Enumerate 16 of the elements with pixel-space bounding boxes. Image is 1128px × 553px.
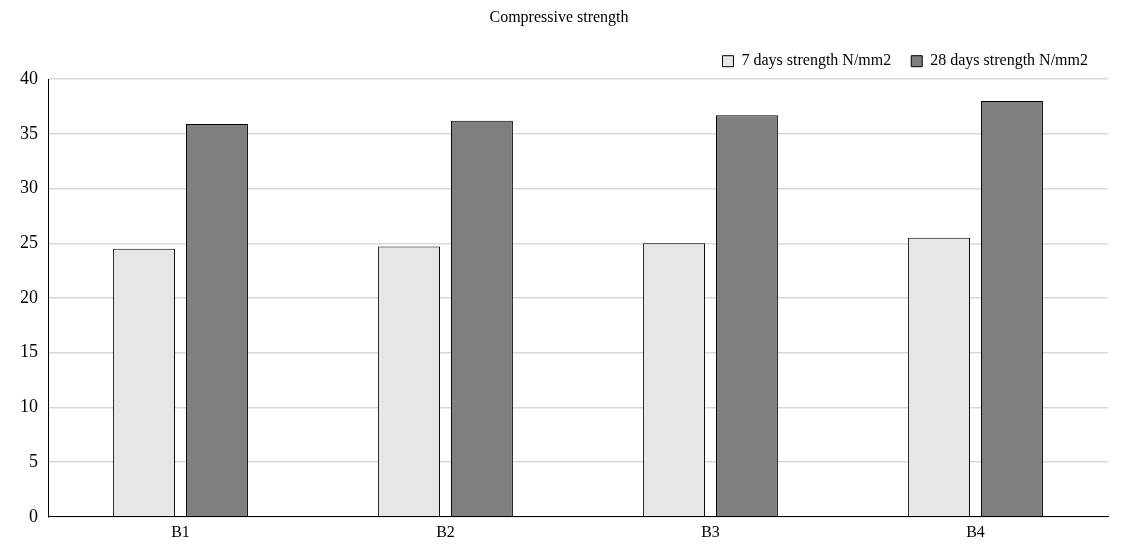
y-tick-label: 20 (20, 286, 38, 307)
x-tick-label: B3 (701, 522, 720, 540)
y-tick-label: 10 (20, 396, 38, 417)
legend-label: 28 days strength N/mm2 (930, 51, 1088, 70)
x-tick-label: B1 (171, 522, 190, 540)
y-tick-label: 40 (20, 67, 38, 88)
x-tick-label: B4 (966, 522, 985, 540)
y-tick-label: 0 (29, 505, 38, 526)
y-tick-label: 25 (20, 232, 38, 253)
y-tick-label: 5 (29, 450, 38, 471)
y-tick-label: 30 (20, 177, 38, 198)
x-tick-label: B2 (436, 522, 455, 540)
y-tick-label: 35 (20, 122, 38, 143)
legend-label: 7 days strength N/mm2 (741, 51, 892, 70)
y-tick-label: 15 (20, 341, 38, 362)
chart-title: Compressive strength (489, 7, 629, 26)
